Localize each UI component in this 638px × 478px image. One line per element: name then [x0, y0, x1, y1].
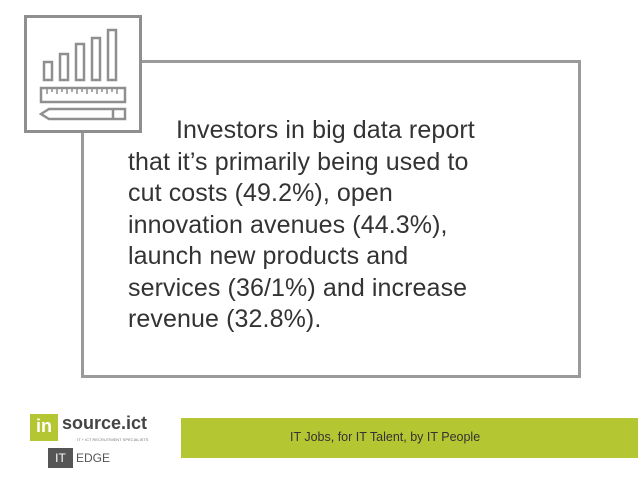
icon-bar-2 [58, 52, 70, 82]
logo-name: source.ict [62, 413, 148, 433]
icon-bar-4 [90, 36, 102, 82]
logo-it-badge: IT [48, 448, 73, 468]
logo-mark: in [30, 414, 58, 441]
quote-text: Investors in big data report that it’s p… [128, 116, 475, 333]
icon-bar-3 [74, 42, 86, 82]
logo-edge-text: EDGE [76, 451, 111, 465]
icon-bar-5 [106, 28, 118, 82]
bar-chart-ruler-pencil-icon [24, 15, 142, 133]
icon-pencil [38, 107, 127, 121]
icon-bar-1 [42, 60, 54, 82]
footer-band: IT Jobs, for IT Talent, by IT People [181, 418, 638, 458]
insource-ict-logo: in source.ict IT + ICT RECRUITMENT SPECI… [30, 413, 165, 474]
logo-tagline: IT + ICT RECRUITMENT SPECIALISTS [77, 437, 149, 442]
footer-tagline: IT Jobs, for IT Talent, by IT People [290, 430, 481, 444]
quote-frame [81, 60, 581, 378]
icon-ruler [39, 86, 127, 104]
chart-icon-graphic [38, 28, 127, 121]
